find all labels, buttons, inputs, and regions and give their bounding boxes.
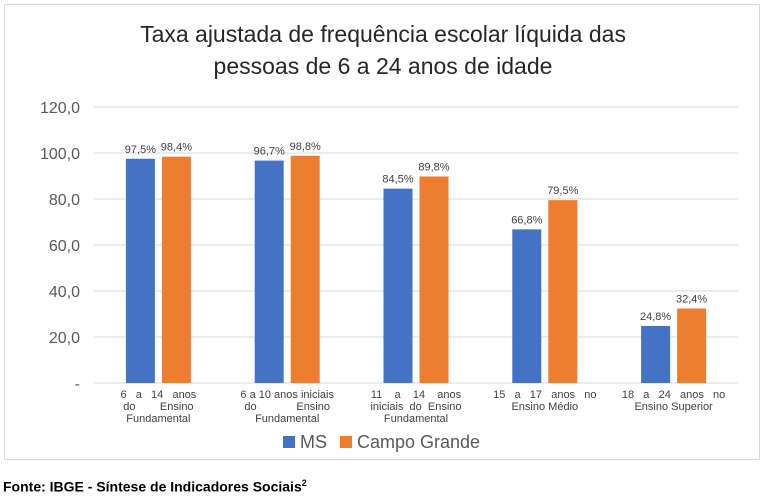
legend-swatch (340, 436, 352, 448)
data-label: 79,5% (547, 185, 578, 197)
data-label: 89,8% (418, 161, 449, 173)
data-label: 24,8% (640, 311, 671, 323)
bar (641, 325, 671, 383)
legend-label: MS (300, 432, 327, 452)
source-text: Fonte: IBGE - Síntese de Indicadores Soc… (3, 478, 302, 495)
bar (383, 188, 413, 383)
x-tick-label: Fundamental (126, 413, 190, 425)
legend-label: Campo Grande (357, 432, 480, 452)
y-tick-label: 120,0 (40, 100, 80, 117)
x-tick-label: do Ensino (123, 401, 193, 413)
y-tick-label: 80,0 (49, 192, 80, 209)
x-tick-label: 11 a 14 anos (371, 389, 462, 401)
legend-swatch (283, 436, 295, 448)
y-tick-label: 40,0 (49, 284, 80, 301)
y-tick-label: - (75, 376, 80, 393)
x-tick-label: Fundamental (384, 413, 448, 425)
x-tick-label: iniciais do Ensino (370, 401, 461, 413)
x-tick-label: Ensino Médio (511, 401, 578, 413)
bar (512, 229, 542, 383)
x-tick-label: 6 a 14 anos (120, 389, 196, 401)
data-label: 98,8% (290, 141, 321, 153)
x-tick-label: do Ensino (244, 401, 330, 413)
data-label: 96,7% (254, 146, 285, 158)
y-tick-label: 100,0 (40, 146, 80, 163)
bar (161, 156, 191, 383)
x-tick-label: Ensino Superior (634, 401, 713, 413)
data-label: 32,4% (676, 293, 707, 305)
x-tick-label: 6 a 10 anos iniciais (240, 389, 334, 401)
bar (419, 176, 449, 383)
y-tick-label: 20,0 (49, 330, 80, 347)
source-note: Fonte: IBGE - Síntese de Indicadores Soc… (3, 478, 307, 495)
data-label: 66,8% (511, 214, 542, 226)
data-label: 97,5% (125, 144, 156, 156)
data-label: 98,4% (161, 142, 192, 154)
x-tick-label: Fundamental (255, 413, 319, 425)
bar (290, 155, 320, 383)
bar (548, 200, 578, 383)
x-tick-label: 18 a 24 anos no (622, 389, 725, 401)
y-tick-label: 60,0 (49, 238, 80, 255)
x-tick-label: 15 a 17 anos no (493, 389, 596, 401)
bar (254, 160, 284, 383)
bar (677, 308, 707, 383)
bar (125, 158, 155, 383)
chart-title-line: pessoas de 6 a 24 anos de idade (214, 53, 553, 79)
data-label: 84,5% (382, 174, 413, 186)
source-superscript: 2 (301, 478, 307, 488)
chart-title-line: Taxa ajustada de frequência escolar líqu… (140, 21, 626, 47)
